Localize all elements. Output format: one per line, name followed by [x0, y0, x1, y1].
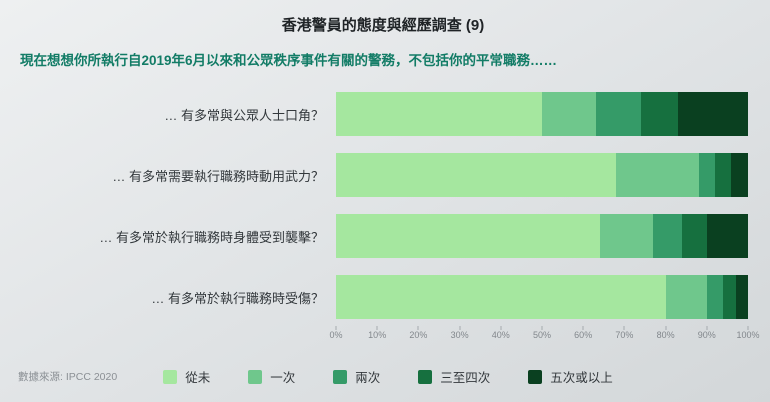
axis-tick-mark: [541, 326, 543, 330]
bar-segment: [542, 92, 596, 136]
bar-segment: [653, 214, 683, 258]
axis-tick-mark: [747, 326, 749, 330]
bar-segment: [665, 275, 707, 319]
bar-segment: [640, 92, 678, 136]
legend-swatch: [163, 369, 178, 384]
axis-tick-mark: [582, 326, 584, 330]
bar-segment: [698, 153, 716, 197]
bar-segment: [336, 275, 666, 319]
bar-segment: [706, 275, 724, 319]
axis-tick-mark: [623, 326, 625, 330]
legend-item: 一次: [248, 367, 295, 386]
chart-row: … 有多常需要執行職務時動用武力？: [18, 153, 748, 197]
source-note: 數據來源: IPCC 2020: [18, 371, 118, 383]
axis-tick-mark: [417, 326, 419, 330]
bar-segment: [723, 275, 736, 319]
axis-tick-label: 90%: [697, 330, 716, 340]
bar-track: [336, 153, 748, 197]
legend-item: 三至四次: [418, 367, 490, 386]
x-axis: 0% 10% 20% 30% 40% 50% 60% 70% 80% 90% 100%: [329, 326, 760, 348]
legend-swatch: [418, 369, 433, 384]
bar-segment: [715, 153, 732, 197]
legend-item: 兩次: [333, 367, 380, 386]
bar-segment: [735, 275, 748, 319]
axis-tick-label: 80%: [656, 330, 675, 340]
axis-tick-mark: [665, 326, 667, 330]
chart-footer: 數據來源: IPCC 2020 從未 一次 兩次 三至四次 五次或以上: [18, 361, 748, 394]
legend-label: 兩次: [355, 371, 381, 385]
category-label: … 有多常於執行職務時身體受到襲擊？: [99, 229, 324, 245]
chart-row: … 有多常於執行職務時受傷？: [18, 275, 748, 319]
axis-tick-label: 20%: [409, 330, 428, 340]
bar-segment: [336, 214, 600, 258]
legend-label: 一次: [270, 371, 296, 385]
bar-segment: [336, 153, 617, 197]
axis-tick-mark: [500, 326, 502, 330]
bar-segment: [595, 92, 641, 136]
stacked-bar-chart: … 有多常與公眾人士口角？ … 有多常需要執行職務時動用武力？ … 有多常於執行職務…: [18, 73, 760, 361]
legend-swatch: [333, 369, 348, 384]
legend-label: 從未: [185, 371, 211, 385]
bar-track: [336, 214, 748, 258]
legend-label: 五次或以上: [550, 371, 613, 385]
chart-rows: … 有多常與公眾人士口角？ … 有多常需要執行職務時動用武力？ … 有多常於執行職務…: [18, 92, 748, 336]
category-label: … 有多常與公眾人士口角？: [164, 107, 324, 123]
legend-swatch: [528, 369, 543, 384]
chart-legend: 從未 一次 兩次 三至四次 五次或以上: [163, 367, 613, 386]
chart-row: … 有多常與公眾人士口角？: [18, 92, 748, 136]
axis-tick-label: 0%: [329, 330, 343, 340]
chart-subtitle: 現在想想你所執行自2019年6月以來和公眾秩序事件有關的警務，不包括你的平常職務…: [20, 53, 558, 68]
page-title: 香港警員的態度與經歷調查 (9): [281, 17, 485, 34]
bar-segment: [706, 214, 748, 258]
axis-tick-label: 50%: [532, 330, 552, 340]
bar-track: [336, 92, 748, 136]
axis-tick-label: 100%: [736, 330, 760, 340]
axis-tick-mark: [706, 326, 708, 330]
category-label: … 有多常需要執行職務時動用武力？: [112, 168, 324, 184]
bar-segment: [731, 153, 748, 197]
axis-tick-label: 70%: [615, 330, 634, 340]
bar-track: [336, 275, 748, 319]
axis-spacer: [18, 330, 336, 348]
bar-segment: [616, 153, 699, 197]
bar-segment: [599, 214, 654, 258]
bar-segment: [682, 214, 707, 258]
axis-tick-label: 40%: [491, 330, 510, 340]
axis-tick-mark: [376, 326, 378, 330]
legend-item: 五次或以上: [528, 367, 613, 386]
legend-swatch: [248, 369, 263, 384]
bar-segment: [336, 92, 542, 136]
bar-segment: [677, 92, 748, 136]
axis-tick-mark: [459, 326, 461, 330]
axis-tick-mark: [335, 326, 337, 330]
chart-row: … 有多常於執行職務時身體受到襲擊？: [18, 214, 748, 258]
axis-tick-label: 30%: [450, 330, 469, 340]
category-label: … 有多常於執行職務時受傷？: [151, 290, 324, 306]
axis-tick-label: 60%: [574, 330, 593, 340]
x-axis-row: 0% 10% 20% 30% 40% 50% 60% 70% 80% 90% 100%: [18, 326, 760, 348]
axis-tick-label: 10%: [368, 330, 387, 340]
legend-item: 從未: [163, 367, 210, 386]
legend-label: 三至四次: [440, 371, 491, 385]
